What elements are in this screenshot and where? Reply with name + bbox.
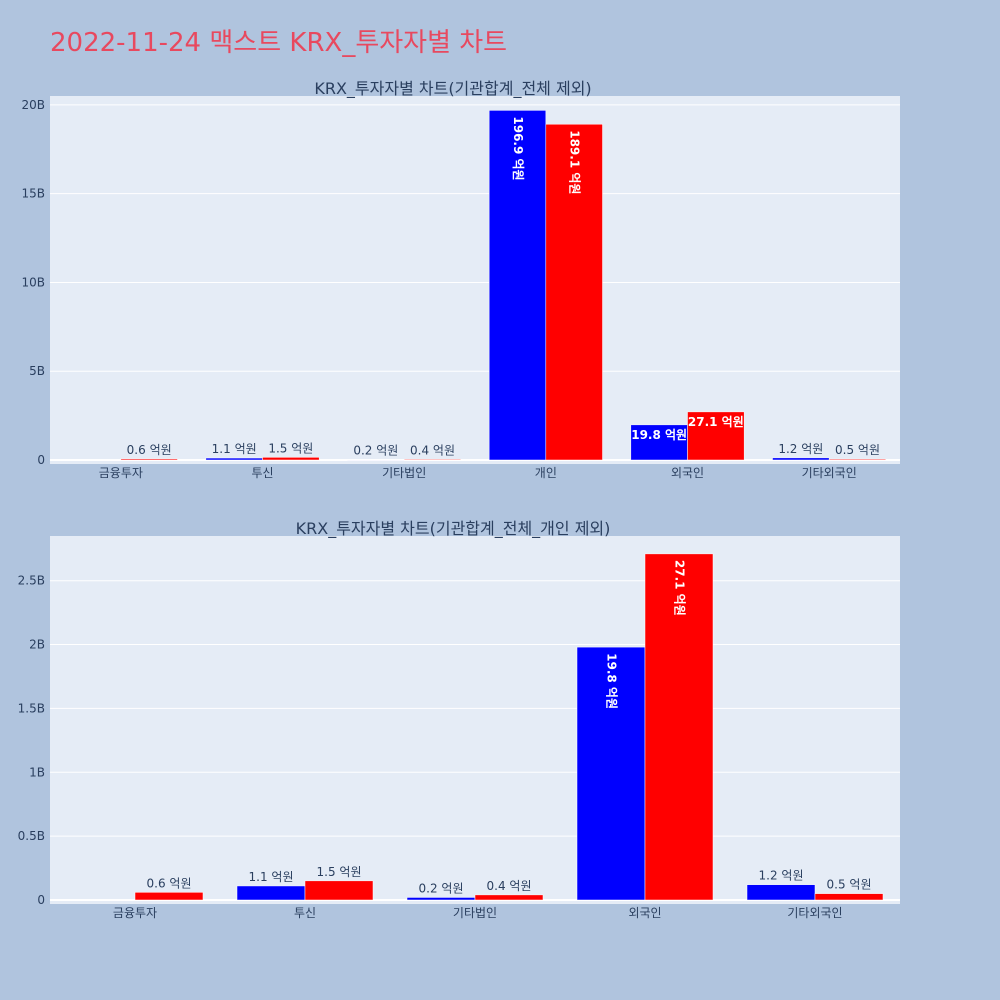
bar xyxy=(347,459,405,461)
data-label: 0.6 억원 xyxy=(127,443,172,457)
y-tick-label: 0.5B xyxy=(18,829,45,843)
bar xyxy=(772,457,830,461)
data-label: 0.2 억원 xyxy=(353,444,398,458)
chart-subtitle: KRX_투자자별 차트(기관합계_전체_개인 제외) xyxy=(296,519,611,539)
data-label: 189.1 억원 xyxy=(568,130,582,194)
data-label: 1.5 억원 xyxy=(317,865,362,879)
x-tick-label: 기타외국인 xyxy=(802,466,857,480)
bar xyxy=(205,457,263,461)
y-tick-label: 0 xyxy=(37,453,45,467)
y-tick-label: 20B xyxy=(21,98,45,112)
y-tick-label: 0 xyxy=(37,893,45,907)
x-tick-label: 기타법인 xyxy=(382,466,426,480)
plot-area xyxy=(50,96,900,464)
data-label: 1.5 억원 xyxy=(268,441,313,455)
bar xyxy=(120,458,178,461)
bar xyxy=(746,884,816,901)
y-tick-label: 2B xyxy=(29,638,45,652)
x-tick-label: 기타법인 xyxy=(453,906,497,920)
y-tick-label: 1.5B xyxy=(18,701,45,715)
data-label: 27.1 억원 xyxy=(673,560,687,616)
page-title: 2022-11-24 맥스트 KRX_투자자별 차트 xyxy=(50,28,508,58)
data-label: 1.2 억원 xyxy=(778,442,823,456)
plot-area xyxy=(50,536,900,904)
data-label: 1.1 억원 xyxy=(249,870,294,884)
x-tick-label: 투신 xyxy=(294,906,316,920)
y-tick-label: 5B xyxy=(29,364,45,378)
data-label: 196.9 억원 xyxy=(511,116,525,180)
bar xyxy=(630,424,688,461)
bar xyxy=(262,457,320,461)
bar xyxy=(403,459,462,461)
data-label: 27.1 억원 xyxy=(688,415,744,429)
data-label: 19.8 억원 xyxy=(605,653,619,709)
x-tick-label: 외국인 xyxy=(671,466,704,480)
x-tick-label: 투신 xyxy=(251,466,273,480)
bar xyxy=(545,123,603,461)
bar xyxy=(576,646,646,901)
x-tick-label: 금융투자 xyxy=(113,906,157,920)
x-tick-label: 기타외국인 xyxy=(787,906,842,920)
bar xyxy=(236,885,306,901)
y-tick-label: 1B xyxy=(29,765,45,779)
data-label: 1.1 억원 xyxy=(212,442,257,456)
y-tick-label: 2.5B xyxy=(18,574,45,588)
bar xyxy=(488,110,547,461)
data-label: 19.8 억원 xyxy=(631,428,687,442)
bar xyxy=(644,553,714,901)
bar xyxy=(687,411,745,461)
x-tick-label: 개인 xyxy=(535,466,557,480)
bar xyxy=(304,880,374,901)
data-label: 0.5 억원 xyxy=(835,443,880,457)
bar xyxy=(814,893,884,901)
x-tick-label: 금융투자 xyxy=(99,466,143,480)
bar xyxy=(828,458,887,461)
data-label: 1.2 억원 xyxy=(759,869,804,883)
y-tick-label: 10B xyxy=(21,275,45,289)
data-label: 0.4 억원 xyxy=(410,443,455,457)
y-tick-label: 15B xyxy=(21,187,45,201)
bar-chart-excluding-individual: KRX_투자자별 차트(기관합계_전체_개인 제외) 0 0.5B 1B 1.5B 2B 2… xyxy=(18,519,900,920)
chart-subtitle: KRX_투자자별 차트(기관합계_전체 제외) xyxy=(314,79,591,99)
x-tick-label: 외국인 xyxy=(628,906,661,920)
bar xyxy=(134,892,204,901)
data-label: 0.6 억원 xyxy=(147,876,192,890)
data-label: 0.2 억원 xyxy=(419,881,464,895)
bar xyxy=(406,897,476,901)
bar-chart-all: KRX_투자자별 차트(기관합계_전체 제외) 0 5B 10B 15B 20B 금융투자 0… xyxy=(21,79,900,480)
data-label: 0.5 억원 xyxy=(827,878,872,892)
data-label: 0.4 억원 xyxy=(487,879,532,893)
bar xyxy=(474,894,544,901)
